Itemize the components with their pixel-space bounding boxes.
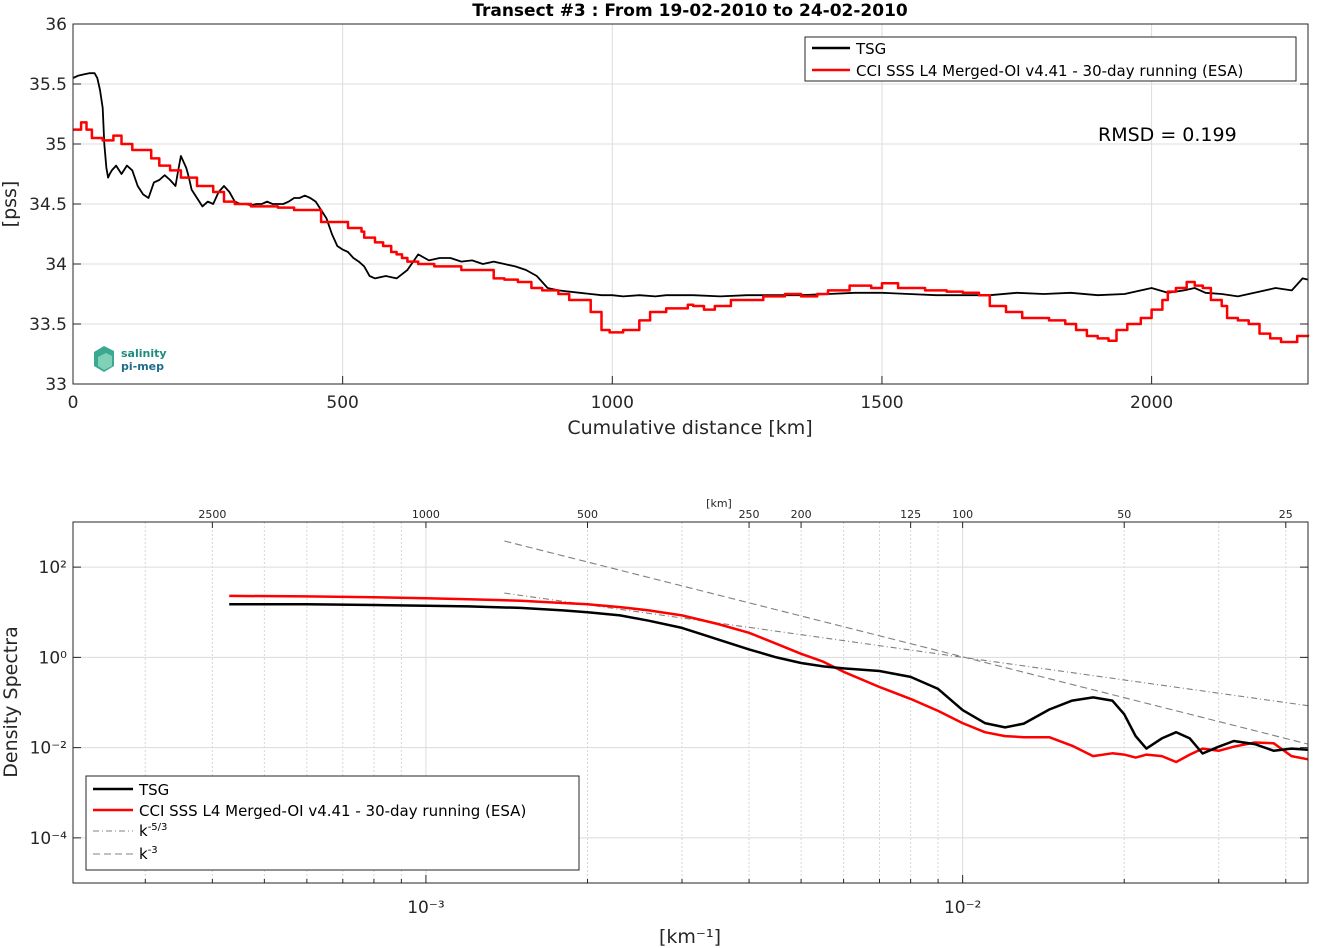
bottom-legend-label-tsg: TSG bbox=[138, 781, 169, 799]
top-y-tick-label: 34.5 bbox=[29, 195, 67, 215]
bottom-x-axis-label: [km⁻¹] bbox=[659, 926, 721, 948]
top-x-tick-label: 1000 bbox=[591, 393, 634, 413]
bottom-y-tick-label: 10⁻⁴ bbox=[30, 829, 68, 849]
rmsd-annotation: RMSD = 0.199 bbox=[1098, 124, 1237, 146]
bottom-legend-label-cci: CCI SSS L4 Merged-OI v4.41 - 30-day runn… bbox=[139, 802, 526, 820]
top-y-tick-label: 35.5 bbox=[29, 75, 67, 95]
bottom-x-tick-label: 10⁻³ bbox=[407, 898, 444, 918]
tsg-salinity-line bbox=[72, 72, 1309, 298]
top-y-tick-label: 34 bbox=[45, 255, 67, 275]
top-km-tick-label: 2500 bbox=[198, 508, 226, 521]
top-km-tick-label: 125 bbox=[900, 508, 921, 521]
svg-text:pi-mep: pi-mep bbox=[121, 360, 164, 373]
cci-salinity-line bbox=[73, 121, 1310, 344]
top-x-tick-label: 2000 bbox=[1130, 393, 1173, 413]
top-x-tick-label: 0 bbox=[68, 393, 79, 413]
svg-text:salinity: salinity bbox=[121, 347, 167, 360]
top-y-tick-label: 33 bbox=[45, 375, 67, 395]
top-km-tick-label: 100 bbox=[952, 508, 973, 521]
top-chart-title: Transect #3 : From 19-02-2010 to 24-02-2… bbox=[472, 1, 908, 21]
top-km-tick-label: 50 bbox=[1117, 508, 1131, 521]
top-legend-label-cci: CCI SSS L4 Merged-OI v4.41 - 30-day runn… bbox=[856, 62, 1243, 80]
top-legend-label-tsg: TSG bbox=[855, 40, 886, 58]
top-km-tick-label: 500 bbox=[577, 508, 598, 521]
bottom-x-tick-label: 10⁻² bbox=[944, 898, 981, 918]
top-km-tick-label: 1000 bbox=[412, 508, 440, 521]
tsg-spectrum-line bbox=[229, 603, 1309, 755]
bottom-chart: 10⁻³ 10⁻² 10⁻⁴ 10⁻² 10⁰ 10² 25 50 100 125 200 250 50… bbox=[0, 497, 1309, 948]
top-x-tick-label: 500 bbox=[326, 393, 358, 413]
top-x-axis-label: Cumulative distance [km] bbox=[567, 417, 812, 439]
top-legend: TSG CCI SSS L4 Merged-OI v4.41 - 30-day … bbox=[804, 36, 1297, 82]
top-km-tick-label: 200 bbox=[791, 508, 812, 521]
top-y-tick-label: 36 bbox=[45, 15, 67, 35]
bottom-y-tick-label: 10⁰ bbox=[39, 648, 68, 668]
bottom-y-tick-label: 10⁻² bbox=[30, 739, 67, 759]
top-y-axis-label: [pss] bbox=[0, 181, 21, 228]
top-x-tick-label: 1500 bbox=[860, 393, 903, 413]
k53-reference-line bbox=[504, 592, 1309, 707]
top-y-tick-label: 35 bbox=[45, 135, 67, 155]
top-y-tick-label: 33.5 bbox=[29, 315, 67, 335]
bottom-y-tick-label: 10² bbox=[39, 558, 67, 578]
top-km-axis-label: [km] bbox=[706, 497, 732, 510]
bottom-legend: TSG CCI SSS L4 Merged-OI v4.41 - 30-day … bbox=[85, 775, 580, 871]
bottom-y-axis-label: Density Spectra bbox=[0, 626, 22, 777]
top-km-tick-label: 250 bbox=[739, 508, 760, 521]
top-chart: 0 500 1000 1500 2000 33 33.5 34 34.5 35 35.5 36 Tra… bbox=[0, 1, 1310, 439]
cci-spectrum-line bbox=[229, 594, 1309, 764]
k3-reference-line bbox=[504, 540, 1309, 745]
top-km-tick-label: 25 bbox=[1279, 508, 1293, 521]
salinity-pi-mep-logo: salinity pi-mep bbox=[94, 346, 167, 373]
